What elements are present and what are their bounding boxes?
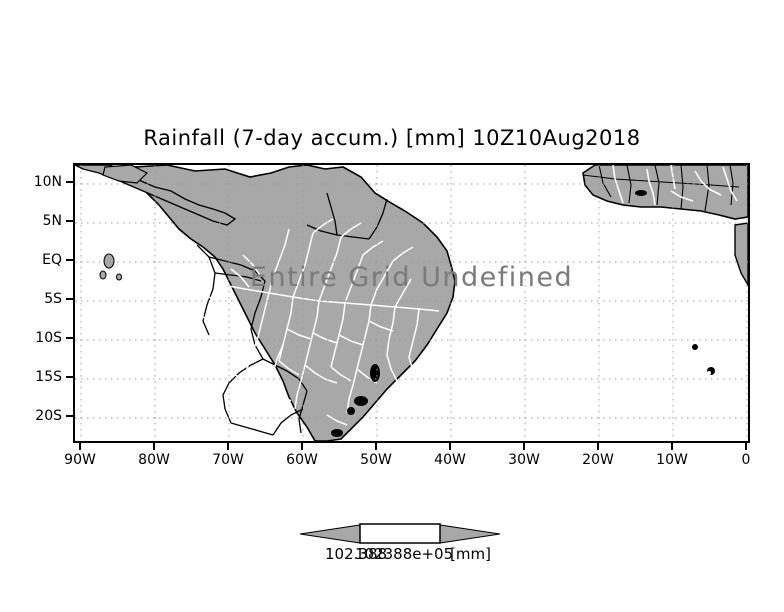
y-axis-label-EQ: EQ [42, 252, 62, 268]
x-tick-mark [79, 443, 81, 450]
x-tick-mark [449, 443, 451, 450]
x-tick-mark [227, 443, 229, 450]
x-tick-mark [301, 443, 303, 450]
y-tick-mark [66, 415, 73, 417]
x-axis-label-50W: 50W [360, 452, 392, 468]
x-axis-label-60W: 60W [286, 452, 318, 468]
y-tick-mark [66, 220, 73, 222]
y-axis-label-20S: 20S [35, 408, 62, 424]
colorbar-labels: 102.388 102388e+05 [mm] [250, 545, 550, 565]
x-tick-mark [671, 443, 673, 450]
y-axis-label-10N: 10N [33, 174, 62, 190]
y-tick-mark [66, 376, 73, 378]
y-tick-mark [66, 181, 73, 183]
x-tick-mark [153, 443, 155, 450]
y-tick-mark [66, 298, 73, 300]
y-tick-mark [66, 337, 73, 339]
y-axis-label-10S: 10S [35, 330, 62, 346]
x-tick-mark [597, 443, 599, 450]
y-axis-label-5N: 5N [42, 213, 62, 229]
x-axis-label-30W: 30W [508, 452, 540, 468]
x-axis-label-20W: 20W [582, 452, 614, 468]
y-tick-mark [66, 259, 73, 261]
x-axis-label-80W: 80W [138, 452, 170, 468]
x-axis-label-70W: 70W [212, 452, 244, 468]
colorbar-max-label: 102388e+05 [355, 545, 454, 563]
colorbar-min-label: 102.388 [325, 545, 388, 563]
colorbar-units-label: [mm] [450, 545, 491, 563]
page-title: Rainfall (7-day accum.) [mm] 10Z10Aug201… [143, 126, 641, 150]
x-axis-label-10W: 10W [656, 452, 688, 468]
x-tick-mark [523, 443, 525, 450]
map-plot-area [73, 163, 750, 443]
colorbar [299, 520, 501, 548]
map-graphic [75, 165, 748, 441]
x-tick-mark [375, 443, 377, 450]
x-tick-mark [745, 443, 747, 450]
x-axis-label-90W: 90W [64, 452, 96, 468]
x-axis-label-0: 0 [741, 452, 751, 468]
y-axis-label-15S: 15S [35, 369, 62, 385]
y-axis-label-5S: 5S [44, 291, 62, 307]
x-axis-label-40W: 40W [434, 452, 466, 468]
colorbar-graphic [299, 523, 501, 544]
